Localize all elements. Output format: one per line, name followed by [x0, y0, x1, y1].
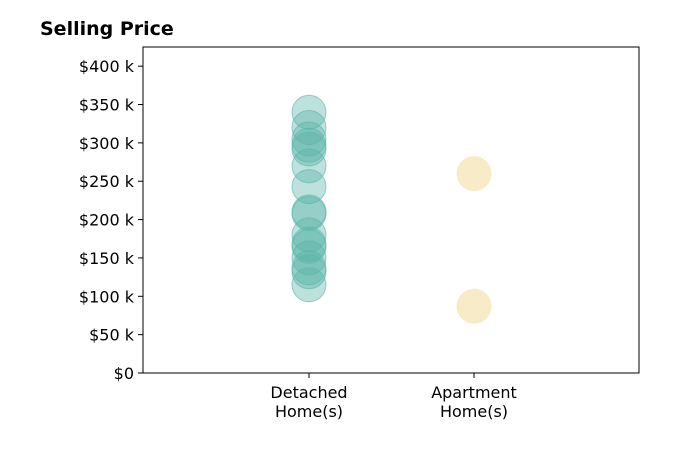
points-layer	[291, 94, 492, 324]
scatter-point	[291, 94, 327, 130]
scatter-point	[456, 156, 492, 192]
y-tick-label: $150 k	[79, 249, 135, 268]
y-tick-label: $200 k	[79, 211, 135, 230]
y-tick-label: $100 k	[79, 287, 135, 306]
scatter-point	[291, 240, 327, 276]
scatter-point	[291, 110, 327, 145]
scatter-point	[291, 196, 327, 231]
scatter-point	[291, 228, 327, 264]
scatter-point	[291, 267, 327, 303]
x-tick-label: Apartment Home(s)	[431, 383, 517, 421]
scatter-point	[291, 169, 327, 205]
x-axis: Detached Home(s) Apartment Home(s)	[270, 373, 517, 421]
x-tick-label: Detached Home(s)	[270, 383, 347, 421]
scatter-point	[456, 288, 492, 324]
y-tick-label: $0	[114, 364, 134, 383]
scatter-point	[291, 254, 327, 290]
y-tick-label: $400 k	[79, 57, 135, 76]
y-tick-label: $250 k	[79, 172, 135, 191]
plot-frame	[142, 46, 640, 374]
scatter-point	[291, 148, 327, 184]
chart-title: Selling Price	[40, 18, 174, 40]
y-tick-label: $50 k	[89, 326, 135, 345]
y-tick-label: $300 k	[79, 134, 135, 153]
y-axis: $0 $50 k $100 k $150 k $200 k $250 k $300 k $35…	[79, 57, 143, 383]
y-tick-label: $350 k	[79, 96, 135, 115]
